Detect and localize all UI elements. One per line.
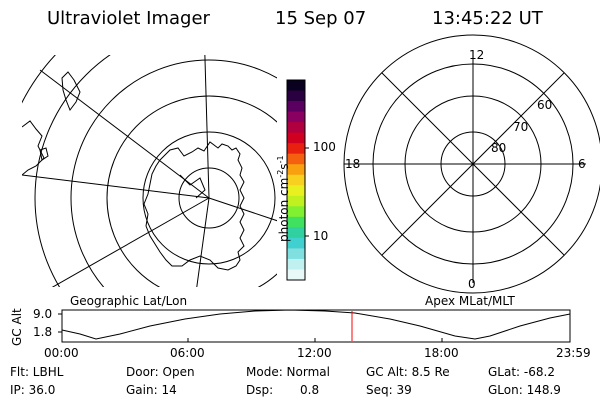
- colorbar-segment: [287, 216, 305, 228]
- meridian-line: [51, 197, 210, 287]
- alt-xtick-1200: 12:00: [297, 346, 332, 360]
- alt-ylabel: GC Alt: [10, 308, 24, 346]
- gain-info: Gain: 14: [126, 383, 177, 397]
- altitude-curve: [61, 309, 571, 340]
- dsp-value: 0.8: [300, 383, 320, 397]
- alt-ytick-9: 9.0: [33, 307, 53, 321]
- instrument-title: Ultraviolet Imager: [47, 8, 210, 29]
- meridian-line: [22, 174, 210, 199]
- australia-coastline: [22, 120, 45, 176]
- alt-ytick-1.8: 1.8: [33, 325, 53, 339]
- colorbar-unit-exp1: -2: [276, 169, 285, 178]
- colorbar-segment: [287, 153, 305, 165]
- colorbar-unit-s: s: [277, 163, 291, 170]
- colorbar-unit-text: photon cm: [277, 177, 291, 242]
- door-info: Door: Open: [126, 365, 195, 379]
- polar-spoke: [381, 72, 565, 256]
- colorbar-segment: [287, 185, 305, 197]
- latitude-circle: [70, 59, 277, 287]
- ip-info: IP: 36.0: [10, 383, 56, 397]
- mlat-label-80: 80: [491, 141, 507, 155]
- seq-info: Seq: 39: [366, 383, 412, 397]
- colorbar-segment: [287, 206, 305, 218]
- date-label: 15 Sep 07: [275, 8, 367, 29]
- latitude-circle: [106, 95, 277, 287]
- colorbar-segment: [287, 237, 305, 249]
- colorbar-segment: [287, 132, 305, 144]
- alt-xtick-1800: 18:00: [424, 346, 459, 360]
- colorbar-unit-exp2: -1: [276, 155, 285, 164]
- latitude-circle: [178, 167, 240, 229]
- colorbar-segment: [287, 258, 305, 270]
- glon-info: GLon: 148.9: [488, 383, 561, 397]
- latitude-circle: [34, 55, 111, 287]
- mlat-label-60: 60: [537, 98, 553, 112]
- alt-plot-frame: [61, 309, 571, 343]
- colorbar-segment: [287, 164, 305, 176]
- colorbar-frame: [286, 79, 306, 281]
- colorbar-unit-label: photon cm-2s-1: [276, 155, 291, 242]
- polar-plot: [343, 34, 600, 294]
- left-panel-caption: Geographic Lat/Lon: [70, 294, 188, 308]
- new-zealand-coastline: [61, 71, 81, 112]
- colorbar: [287, 80, 305, 281]
- antarctica-coastline: [143, 141, 245, 271]
- mlt-label-6: 6: [578, 157, 586, 171]
- colorbar-segment: [287, 248, 305, 260]
- colorbar-tick-10: 10: [313, 229, 329, 243]
- alt-xtick-2359: 23:59: [556, 346, 591, 360]
- alt-xtick-0600: 06:00: [170, 346, 205, 360]
- mlat-label-70: 70: [513, 120, 529, 134]
- dsp-label: Dsp:: [246, 383, 274, 397]
- mode-info: Mode: Normal: [246, 365, 330, 379]
- geographic-map: [22, 55, 277, 287]
- colorbar-segment: [287, 269, 305, 281]
- ross-sea-edge: [179, 174, 206, 199]
- mlt-label-0: 0: [468, 277, 476, 291]
- meridian-line: [208, 197, 277, 222]
- colorbar-segment: [287, 143, 305, 155]
- tasmania-coastline: [39, 147, 49, 161]
- filter-info: Flt: LBHL: [10, 365, 64, 379]
- mlt-label-12: 12: [469, 48, 485, 62]
- colorbar-segment: [287, 227, 305, 239]
- right-panel-caption: Apex MLat/MLT: [425, 294, 515, 308]
- glat-info: GLat: -68.2: [488, 365, 555, 379]
- mlt-label-18: 18: [345, 157, 361, 171]
- meridian-line: [39, 69, 210, 199]
- colorbar-segment: [287, 122, 305, 134]
- colorbar-segment: [287, 174, 305, 186]
- colorbar-segment: [287, 111, 305, 123]
- colorbar-segment: [287, 90, 305, 102]
- alt-xtick-0000: 00:00: [44, 346, 79, 360]
- colorbar-segment: [287, 101, 305, 113]
- time-label: 13:45:22 UT: [432, 8, 543, 29]
- latitude-circle: [142, 131, 276, 265]
- colorbar-segment: [287, 80, 305, 92]
- meridian-line: [196, 197, 210, 287]
- colorbar-tick-100: 100: [313, 140, 336, 154]
- gc-alt-info: GC Alt: 8.5 Re: [366, 365, 450, 379]
- colorbar-segment: [287, 195, 305, 207]
- meridian-line: [204, 55, 210, 199]
